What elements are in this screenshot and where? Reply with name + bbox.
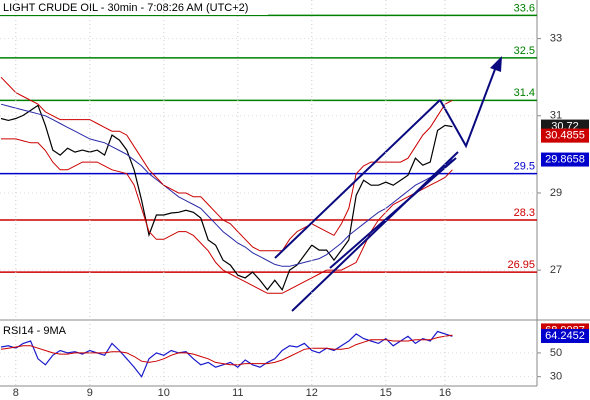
x-tick-label: 15 (380, 387, 392, 399)
title-bg (0, 0, 268, 15)
x-tick-label: 9 (87, 387, 93, 399)
price-tag-label: 30.72 (551, 120, 579, 132)
price-tag-label: 64.2452 (545, 330, 585, 342)
x-tick-label: 8 (13, 387, 19, 399)
rsi-panel: 305068.908764.2452 (0, 323, 589, 383)
forecast-arrow (439, 63, 498, 149)
level-label: 31.4 (514, 87, 535, 99)
series-line (0, 104, 453, 292)
x-tick-label: 11 (232, 387, 243, 399)
y-tick-label: 31 (550, 110, 562, 122)
price-tag (541, 328, 589, 343)
level-label: 32.5 (514, 45, 535, 57)
price-tag-label: 30.4855 (545, 130, 585, 142)
series-line (0, 330, 453, 378)
arrow-head (490, 56, 502, 72)
y-tick-label: 50 (550, 347, 562, 359)
level-label: 26.95 (507, 259, 535, 271)
channel-line (329, 157, 457, 269)
chart-title: LIGHT CRUDE OIL - 30min - 7:08:26 AM (UT… (3, 2, 248, 14)
y-tick-label: 33 (550, 32, 562, 44)
y-tick-label: 27 (550, 264, 562, 276)
series-line (0, 334, 453, 366)
price-tag (541, 128, 589, 143)
y-tick-label: 30 (550, 371, 562, 383)
x-tick-label: 16 (439, 387, 451, 399)
y-tick-label: 29 (550, 187, 562, 199)
price-tag-label: 29.8658 (545, 153, 585, 165)
level-label: 28.3 (514, 207, 535, 219)
panel-title: RSI14 - 9MA (3, 325, 67, 337)
price-tag (541, 152, 589, 167)
series-line (0, 103, 453, 267)
x-tick-label: 12 (306, 387, 318, 399)
channel-line (291, 151, 459, 312)
series-line (0, 76, 453, 252)
level-label: 33.6 (514, 2, 535, 14)
annotation (274, 56, 502, 312)
series-line (1, 138, 453, 294)
x-tick-label: 10 (158, 387, 170, 399)
level-label: 29.5 (514, 161, 535, 173)
channel-line (274, 99, 441, 259)
price-panel: 27 29 31 33 33.6 32.5 31.4 29.5 28.3 26.95 30.7230… (0, 2, 589, 294)
